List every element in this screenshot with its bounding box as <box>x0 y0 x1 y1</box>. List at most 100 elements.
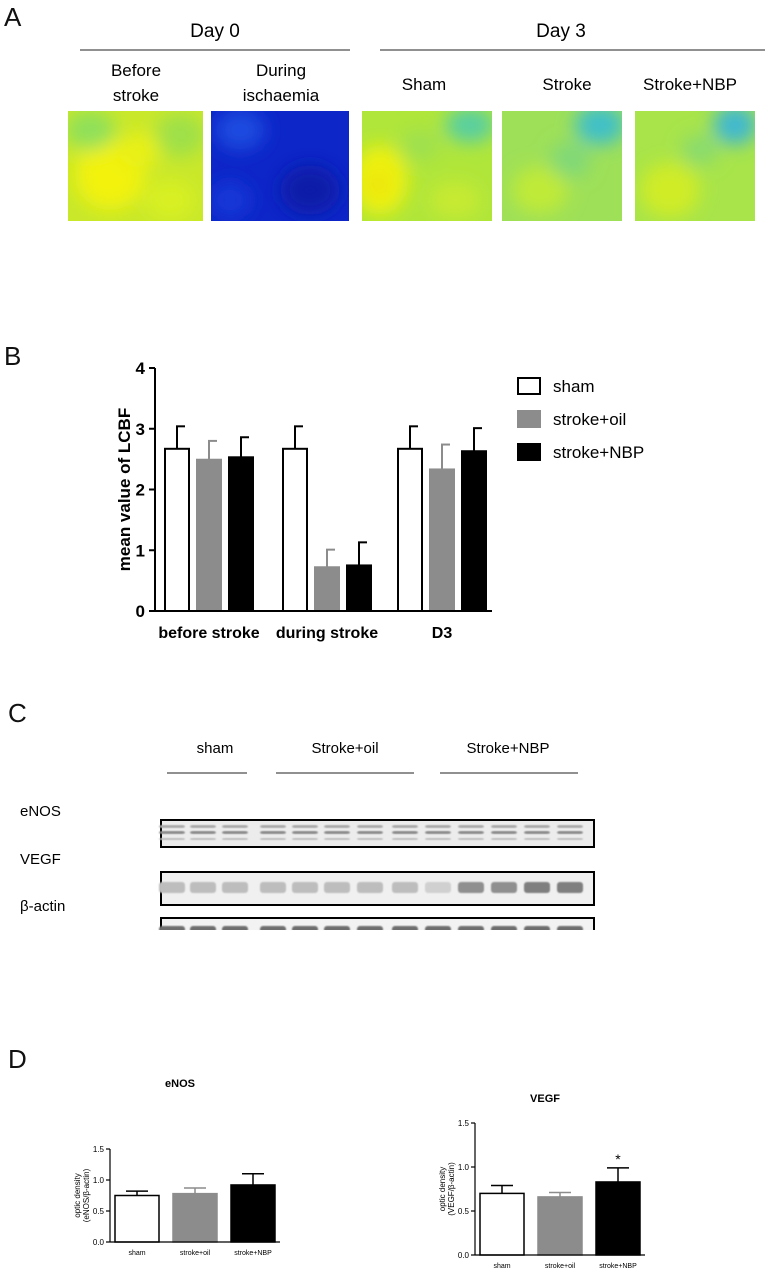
blot-band <box>260 838 286 840</box>
y-tick-label: 2 <box>136 481 145 500</box>
image-label-during-2: ischaemia <box>243 86 320 105</box>
x-tick-label: during stroke <box>276 625 378 642</box>
vegf-density-chart: VEGF 0.0 0.5 1.0 1.5 optic density (VEGF/β-act… <box>438 1093 645 1270</box>
blot-band <box>557 831 583 834</box>
blot-band <box>324 838 350 840</box>
blot-band <box>524 825 550 828</box>
blot-band <box>458 838 484 840</box>
y-tick-label: 0.0 <box>93 1238 105 1247</box>
blot-band <box>458 926 484 930</box>
significance-marker: * <box>615 1151 621 1167</box>
blot-row-label-enos: eNOS <box>20 803 61 820</box>
image-label-stroke-nbp: Stroke+NBP <box>643 75 737 94</box>
blot-band <box>222 825 248 828</box>
ldf-image-stroke-nbp <box>635 111 755 221</box>
blot-band <box>292 838 318 840</box>
bar <box>164 447 190 612</box>
bar <box>479 1192 525 1256</box>
ldf-image-stroke <box>502 111 622 221</box>
blot-band <box>425 825 451 828</box>
blot-band <box>392 825 418 828</box>
blot-row-label-vegf: VEGF <box>20 851 61 868</box>
y-tick-label: 4 <box>136 359 146 378</box>
x-tick-label: stroke+NBP <box>234 1250 272 1257</box>
blot-band <box>159 926 185 930</box>
blot-band <box>292 825 318 828</box>
blot-band <box>458 825 484 828</box>
blot-band <box>260 926 286 930</box>
x-tick-label: stroke+oil <box>545 1263 576 1270</box>
day0-label: Day 0 <box>190 21 240 42</box>
blot-band <box>324 825 350 828</box>
y-tick-label: 3 <box>136 420 145 439</box>
bar <box>314 566 340 612</box>
blot-band <box>557 882 583 893</box>
y-axis-label: mean value of LCBF <box>115 408 134 571</box>
blot-band <box>425 838 451 840</box>
blot-band <box>324 831 350 834</box>
bar <box>282 447 308 612</box>
y-tick-label: 1.0 <box>93 1176 105 1185</box>
bar <box>196 458 222 612</box>
panel-a-figure: Day 0 Day 3 Before stroke During ischaem… <box>68 21 765 221</box>
bar <box>537 1196 583 1256</box>
blot-band <box>159 831 185 834</box>
blot-band <box>190 838 216 840</box>
blot-band <box>524 831 550 834</box>
image-label-before-1: Before <box>111 61 161 80</box>
blot-band <box>458 882 484 893</box>
blot-band <box>491 831 517 834</box>
blot-band <box>557 825 583 828</box>
y-tick-label: 1.0 <box>458 1163 470 1172</box>
blot-band <box>392 882 418 893</box>
y-axis-label-line1: optic density <box>438 1167 447 1211</box>
blot-band <box>159 882 185 893</box>
blot-band <box>392 838 418 840</box>
y-axis-label-line2: (eNOS/β-actin) <box>82 1168 91 1222</box>
blot-band <box>292 831 318 834</box>
blot-band <box>524 882 550 893</box>
lcbf-bar-chart: 0 1 2 3 4 mean value of LCBF before stroke duri… <box>115 359 644 642</box>
blot-band <box>491 926 517 930</box>
y-axis-label-line2: (VEGF/β-actin) <box>447 1162 456 1216</box>
blot-band <box>557 838 583 840</box>
blot-band <box>222 926 248 930</box>
bar <box>172 1192 218 1243</box>
panel-d-letter: D <box>8 1044 27 1074</box>
y-tick-label: 0 <box>136 602 145 621</box>
panel-c-letter: C <box>8 698 27 728</box>
chart-title: eNOS <box>165 1078 195 1090</box>
bar <box>114 1194 160 1243</box>
legend-label: sham <box>553 377 595 396</box>
bar <box>397 447 423 612</box>
blot-band <box>222 831 248 834</box>
bar <box>429 468 455 612</box>
blot-band <box>190 926 216 930</box>
y-tick-label: 0.0 <box>458 1251 470 1260</box>
blot-band <box>260 825 286 828</box>
blot-band <box>190 825 216 828</box>
ldf-image-during-ischaemia <box>211 111 349 221</box>
blot-band <box>491 882 517 893</box>
blot-band <box>357 825 383 828</box>
blot-group-stroke-nbp: Stroke+NBP <box>467 740 550 757</box>
x-tick-label: sham <box>128 1250 145 1257</box>
y-axis-label-line1: optic density <box>73 1173 82 1217</box>
blot-group-stroke-oil: Stroke+oil <box>311 740 378 757</box>
blot-band <box>357 838 383 840</box>
bar <box>346 564 372 612</box>
blot-band <box>524 838 550 840</box>
western-blot: sham Stroke+oil Stroke+NBP eNOS VEGF β-a… <box>20 740 595 930</box>
legend-swatch <box>517 377 541 395</box>
y-tick-label: 1.5 <box>93 1145 105 1154</box>
image-label-stroke: Stroke <box>542 75 591 94</box>
blot-band <box>292 926 318 930</box>
blot-band <box>425 926 451 930</box>
legend-swatch <box>517 410 541 428</box>
legend-swatch <box>517 443 541 461</box>
blot-band <box>392 831 418 834</box>
blot-group-sham: sham <box>197 740 234 757</box>
blot-band <box>491 838 517 840</box>
image-label-sham: Sham <box>402 75 446 94</box>
blot-band <box>222 838 248 840</box>
